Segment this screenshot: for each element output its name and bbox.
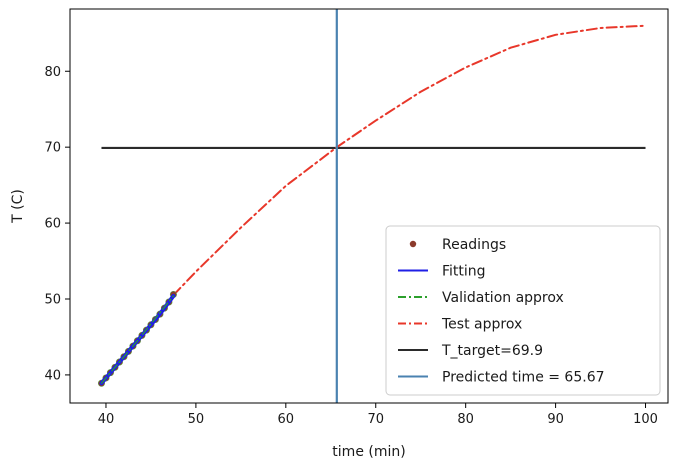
x-tick-label: 80 xyxy=(457,412,474,427)
y-tick-label: 70 xyxy=(44,141,61,156)
legend: Readings Fitting Validation approx Test app… xyxy=(385,225,661,396)
legend-label: T_target=69.9 xyxy=(441,343,543,359)
y-axis-label: T (C) xyxy=(10,189,26,224)
legend-label: Fitting xyxy=(442,264,486,280)
legend-box xyxy=(385,225,661,396)
y-tick-label: 80 xyxy=(44,65,61,80)
legend-label: Predicted time = 65.67 xyxy=(442,370,605,386)
x-tick-label: 40 xyxy=(98,412,115,427)
plot-marks xyxy=(97,9,647,403)
legend-label: Test approx xyxy=(441,317,522,333)
y-tick-label: 60 xyxy=(44,217,61,232)
x-tick-label: 100 xyxy=(633,412,658,427)
legend-label: Readings xyxy=(442,237,506,253)
x-axis-label: time (min) xyxy=(332,444,405,460)
y-tick-label: 40 xyxy=(44,368,61,383)
x-tick-label: 50 xyxy=(188,412,205,427)
legend-label: Validation approx xyxy=(442,290,564,306)
validation-approx-line xyxy=(100,295,175,384)
x-tick-label: 70 xyxy=(367,412,384,427)
legend-swatch-readings xyxy=(409,240,417,248)
x-tick-label: 60 xyxy=(278,412,295,427)
x-tick-label: 90 xyxy=(547,412,564,427)
y-tick-label: 50 xyxy=(44,292,61,307)
axes-frame xyxy=(69,8,669,404)
test-approx-line xyxy=(172,24,647,297)
axis-ticks: 40 50 60 70 80 90 100 40 50 60 70 80 xyxy=(44,65,657,427)
